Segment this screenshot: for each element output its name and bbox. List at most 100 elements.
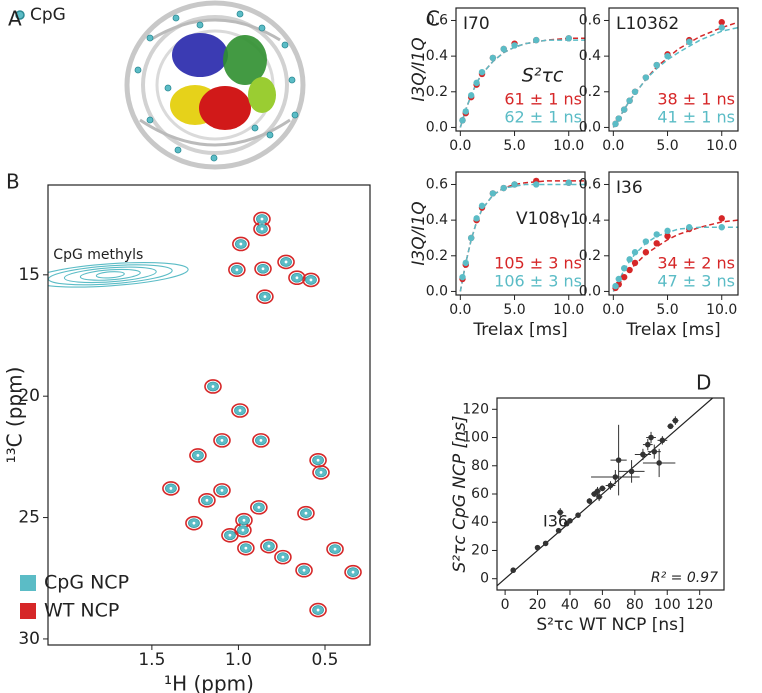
- fit-value: 38 ± 1 ns: [657, 90, 735, 109]
- axes-frame: [455, 171, 586, 296]
- panel: 0.0 5.0 10.0 0.0 0.2 0.4 0.6 Trelax [ms] I3Q/I1Q…: [409, 171, 586, 340]
- data-point: [459, 273, 466, 281]
- x-axis-label: S²τc WT NCP [ns]: [536, 615, 684, 635]
- panel: 0.0 5.0 10.0 0.0 0.2 0.4 0.6 Trelax [ms] I36 34 ±…: [579, 171, 739, 340]
- legend-swatch: [20, 575, 36, 591]
- y-tick-label: 20: [471, 542, 489, 558]
- data-point: [599, 485, 606, 492]
- data-point: [565, 179, 572, 186]
- data-point: [565, 35, 572, 42]
- peak-center: [169, 487, 173, 490]
- methyl-contour-level: [63, 266, 157, 284]
- axes-frame: [455, 7, 586, 132]
- tau-label: S²τc: [522, 65, 564, 87]
- dna-ring: [124, 0, 306, 170]
- wt-peak: [185, 515, 203, 531]
- peak-center: [316, 458, 320, 462]
- peak-center: [263, 295, 267, 299]
- data-point: [640, 451, 646, 458]
- x-tick-label: 10.0: [553, 302, 584, 318]
- x-tick-label: 0.0: [602, 302, 624, 318]
- data-point: [664, 52, 671, 60]
- x-tick-label: 10.0: [706, 302, 737, 318]
- wt-peak: [312, 465, 330, 480]
- plot-area: [497, 398, 714, 587]
- data-point: [686, 224, 693, 231]
- y-tick-label: 20: [18, 386, 40, 406]
- y-tick-label: 0.0: [426, 283, 448, 299]
- x-tick-label: 40: [561, 597, 579, 613]
- peak-center: [205, 498, 209, 502]
- panel: 1.5 1.0 0.5 15 20 25 30 ¹H (ppm) ¹³C (ppm) CpG me…: [3, 184, 371, 693]
- fit-value: 106 ± 3 ns: [494, 272, 582, 291]
- x-tick-label: 0: [501, 597, 510, 613]
- histone: [248, 77, 276, 113]
- data-point: [533, 36, 540, 44]
- fit-value: 34 ± 2 ns: [657, 254, 735, 273]
- fit-value: 61 ± 1 ns: [504, 90, 582, 109]
- axes-frame: [496, 397, 725, 591]
- wt-peak: [274, 549, 292, 565]
- methyl-contour: [48, 262, 189, 288]
- data-point: [534, 544, 541, 551]
- data-point: [620, 106, 628, 113]
- wt-peak: [189, 448, 207, 463]
- fit-curve: [459, 39, 585, 128]
- plot-area: [612, 215, 738, 292]
- y-tick-label: 100: [462, 430, 489, 446]
- data-point: [511, 42, 518, 49]
- data-point: [462, 259, 469, 267]
- y-tick-label: 25: [18, 508, 40, 528]
- data-point: [586, 498, 593, 504]
- data-point: [631, 88, 639, 95]
- data-point: [620, 273, 628, 281]
- y-tick-label: 40: [471, 514, 489, 530]
- y-tick-label: 0.6: [426, 176, 448, 192]
- data-point: [718, 215, 725, 222]
- peak-center: [257, 505, 261, 509]
- peak-center: [319, 471, 323, 474]
- x-tick-label: 20: [529, 597, 547, 613]
- panel-label: C: [426, 7, 440, 31]
- cpg-sites: [134, 10, 299, 162]
- point-annotation: I36: [543, 512, 568, 531]
- data-point: [467, 92, 475, 99]
- fit-curve: [612, 226, 738, 292]
- y-tick-label: 80: [471, 458, 489, 474]
- data-point: [473, 215, 480, 222]
- x-tick-label: 1.5: [138, 650, 165, 670]
- wt-peak: [228, 262, 246, 278]
- x-tick-label: 0.0: [602, 138, 624, 154]
- panel-label: B: [6, 170, 20, 194]
- fit-value: 105 ± 3 ns: [494, 254, 582, 273]
- structure-legend: CpG: [30, 5, 66, 25]
- data-point: [718, 224, 725, 231]
- data-point: [620, 265, 628, 272]
- x-tick-label: 10.0: [553, 138, 584, 154]
- data-point: [489, 54, 497, 62]
- peak-center: [333, 547, 337, 551]
- peak-center: [351, 570, 355, 574]
- legend-swatch: [20, 603, 36, 619]
- peak-center: [284, 260, 288, 264]
- y-tick-label: 0.2: [579, 248, 601, 264]
- wt-peak: [162, 481, 180, 496]
- data-point: [575, 512, 581, 518]
- y-tick-label: 0.0: [579, 119, 601, 135]
- peak-center: [241, 528, 245, 532]
- fit-curve: [459, 183, 585, 292]
- wt-peak: [297, 505, 315, 521]
- dna-ring: [141, 15, 289, 155]
- peak-center: [211, 385, 215, 388]
- data-point: [459, 117, 466, 124]
- x-tick-label: 0.0: [449, 138, 471, 154]
- peak-center: [228, 533, 232, 537]
- y-tick-label: 60: [471, 486, 489, 502]
- data-point: [615, 457, 622, 463]
- data-point: [500, 45, 507, 53]
- data-point: [500, 184, 507, 192]
- peak-center: [220, 438, 224, 442]
- peak-center: [304, 511, 308, 515]
- wt-peak: [326, 541, 344, 557]
- x-tick-label: 60: [593, 597, 611, 613]
